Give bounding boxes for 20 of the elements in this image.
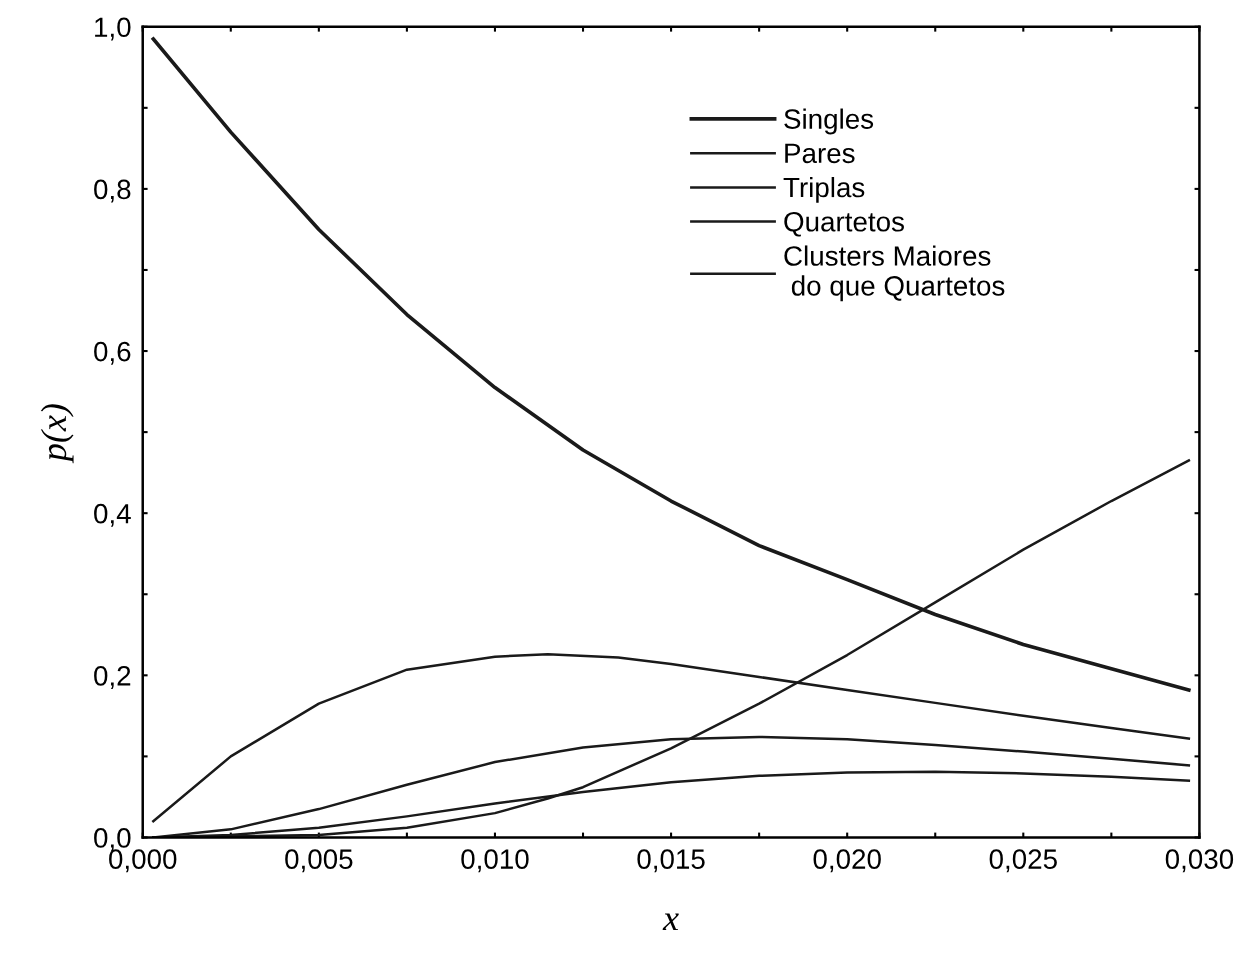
y-tick-label: 1,0 xyxy=(95,17,131,41)
y-axis-title: p(x) xyxy=(40,404,74,464)
legend-label: Triplas xyxy=(783,176,865,203)
x-tick-label: 0,015 xyxy=(637,849,705,873)
x-tick-label: 0,020 xyxy=(813,849,881,873)
x-axis-title: x xyxy=(662,913,679,931)
y-tick-label: 0,4 xyxy=(94,503,131,527)
x-tick-label: 0,030 xyxy=(1165,849,1234,873)
y-tick-label: 0,0 xyxy=(94,828,131,852)
y-tick-label: 0,6 xyxy=(94,341,131,365)
legend-label: Quartetos xyxy=(784,211,904,237)
legend-label: Pares xyxy=(785,143,855,164)
legend-label: Singles xyxy=(784,108,874,135)
y-tick-label: 0,8 xyxy=(94,179,131,203)
legend-label: Clusters Maiores do que Quartetos xyxy=(784,245,1005,302)
x-tick-label: 0,010 xyxy=(461,849,529,873)
y-tick-label: 0,2 xyxy=(94,665,131,689)
x-tick-label: 0,005 xyxy=(285,849,353,873)
x-tick-label: 0,025 xyxy=(989,849,1057,873)
x-tick-label: 0,000 xyxy=(109,849,177,873)
